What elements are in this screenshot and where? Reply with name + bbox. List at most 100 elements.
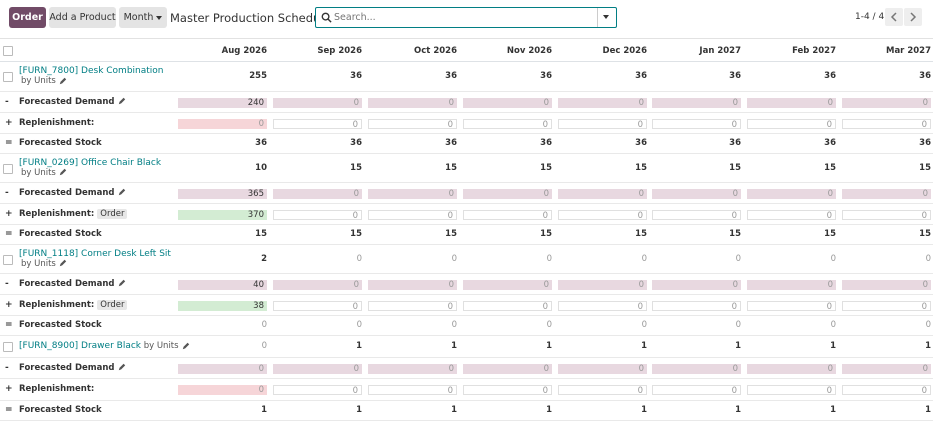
replenishment-input-cell[interactable]: 38 — [178, 300, 267, 311]
demand-input-cell[interactable]: 0 — [463, 97, 552, 108]
demand-input-cell[interactable]: 0 — [273, 363, 362, 374]
pencil-icon[interactable] — [118, 279, 126, 287]
demand-input-cell[interactable]: 40 — [178, 279, 267, 290]
search-icon — [321, 12, 332, 23]
product-checkbox[interactable] — [3, 254, 13, 265]
replenishment-input-cell[interactable]: 0 — [747, 118, 836, 130]
demand-input-cell[interactable]: 0 — [368, 97, 457, 108]
replenishment-input-cell[interactable]: 0 — [273, 385, 362, 396]
demand-input-cell[interactable]: 0 — [273, 188, 362, 199]
demand-input-cell[interactable]: 0 — [842, 97, 931, 108]
product-name-text[interactable]: [FURN_8900] Drawer Black — [19, 341, 141, 351]
forecasted-stock-cell: 0 — [735, 320, 741, 330]
pencil-icon[interactable] — [59, 259, 67, 267]
order-badge-button[interactable]: Order — [97, 208, 128, 219]
demand-input-cell[interactable]: 0 — [463, 363, 552, 374]
demand-input-cell[interactable]: 0 — [652, 97, 741, 108]
demand-input-cell[interactable]: 0 — [747, 279, 836, 290]
replenishment-input-cell[interactable]: 0 — [747, 385, 836, 396]
order-button[interactable]: Order — [9, 7, 46, 28]
demand-input-cell[interactable]: 0 — [368, 188, 457, 199]
product-name-link[interactable]: [FURN_7800] Desk Combination — [19, 66, 164, 76]
replenishment-input-cell[interactable]: 0 — [463, 385, 552, 396]
replenishment-input-cell[interactable]: 0 — [842, 118, 931, 130]
demand-input-cell[interactable]: 0 — [747, 188, 836, 199]
replenishment-input-cell[interactable]: 0 — [273, 118, 362, 130]
demand-input-cell[interactable]: 0 — [842, 363, 931, 374]
replenishment-input-cell[interactable]: 0 — [842, 385, 931, 396]
replenishment-input-cell[interactable]: 0 — [463, 300, 552, 312]
replenishment-input-cell[interactable]: 0 — [273, 300, 362, 312]
replenishment-input-cell[interactable]: 0 — [368, 300, 457, 312]
demand-input-cell[interactable]: 0 — [178, 363, 267, 374]
replenishment-input-cell[interactable]: 0 — [178, 385, 267, 395]
demand-input-cell[interactable]: 0 — [368, 363, 457, 374]
demand-input-cell[interactable]: 0 — [463, 188, 552, 199]
replenishment-input-cell[interactable]: 0 — [842, 300, 931, 312]
replenishment-input-cell[interactable]: 0 — [558, 385, 647, 396]
search-options-toggle[interactable] — [597, 8, 616, 27]
demand-input-cell[interactable]: 0 — [273, 279, 362, 290]
replenishment-input-cell[interactable]: 0 — [463, 118, 552, 130]
demand-input-cell[interactable]: 240 — [178, 97, 267, 108]
starting-inventory-cell: 0 — [735, 253, 741, 264]
search-input[interactable] — [334, 10, 594, 25]
forecasted-stock-cell: 15 — [919, 229, 931, 239]
demand-input-cell[interactable]: 0 — [463, 279, 552, 290]
replenishment-input-cell[interactable]: 0 — [652, 300, 741, 312]
order-badge-button[interactable]: Order — [97, 299, 128, 310]
product-checkbox[interactable] — [3, 163, 13, 174]
replenishment-input-cell[interactable]: 0 — [368, 209, 457, 221]
uom-label: by Units — [21, 258, 56, 269]
demand-input-cell[interactable]: 0 — [652, 188, 741, 199]
replenishment-input-cell[interactable]: 0 — [463, 209, 552, 221]
demand-input-cell[interactable]: 0 — [842, 279, 931, 290]
product-checkbox[interactable] — [3, 72, 13, 82]
product-checkbox[interactable] — [3, 342, 13, 352]
replenishment-input-cell[interactable]: 0 — [368, 385, 457, 396]
demand-input-cell[interactable]: 0 — [273, 97, 362, 108]
replenishment-input-cell[interactable]: 0 — [747, 300, 836, 312]
pencil-icon[interactable] — [59, 168, 67, 176]
replenishment-input-cell[interactable]: 0 — [558, 209, 647, 221]
demand-input-cell[interactable]: 0 — [842, 188, 931, 199]
pencil-icon[interactable] — [59, 77, 67, 85]
demand-input-cell[interactable]: 0 — [652, 279, 741, 290]
demand-input-cell[interactable]: 0 — [558, 363, 647, 374]
demand-input-cell[interactable]: 0 — [747, 97, 836, 108]
replenishment-input-cell[interactable]: 0 — [842, 209, 931, 221]
add-product-button[interactable]: Add a Product — [49, 7, 116, 28]
replenishment-input-cell[interactable]: 0 — [652, 118, 741, 130]
demand-input-cell[interactable]: 0 — [558, 188, 647, 199]
pencil-icon[interactable] — [118, 363, 126, 371]
replenishment-input-cell[interactable]: 0 — [273, 209, 362, 221]
pencil-icon[interactable] — [118, 188, 126, 196]
demand-input-cell[interactable]: 0 — [558, 279, 647, 290]
replenishment-input-cell[interactable]: 0 — [178, 118, 267, 129]
product-name-link[interactable]: [FURN_8900] Drawer Black by Units — [19, 341, 190, 351]
search-bar[interactable] — [315, 7, 617, 28]
replenishment-input-cell[interactable]: 0 — [747, 209, 836, 221]
replenishment-input-cell[interactable]: 370 — [178, 209, 267, 220]
demand-input-cell[interactable]: 365 — [178, 188, 267, 199]
replenishment-input-cell[interactable]: 0 — [368, 118, 457, 130]
select-all-checkbox[interactable] — [3, 46, 13, 56]
demand-input-cell[interactable]: 0 — [368, 279, 457, 290]
period-label: Month — [123, 12, 154, 23]
replenishment-input-cell[interactable]: 0 — [558, 118, 647, 130]
product-name-link[interactable]: [FURN_1118] Corner Desk Left Sit — [19, 248, 171, 259]
replenishment-input-cell[interactable]: 0 — [652, 385, 741, 396]
replenishment-input-cell[interactable]: 0 — [558, 300, 647, 312]
pager-value[interactable]: 1-4 / 4 — [855, 12, 885, 22]
pencil-icon[interactable] — [118, 97, 126, 105]
pager-previous-button[interactable] — [885, 8, 903, 26]
replenishment-input-cell[interactable]: 0 — [652, 209, 741, 221]
pencil-icon[interactable] — [182, 342, 190, 350]
demand-input-cell[interactable]: 0 — [652, 363, 741, 374]
demand-input-cell[interactable]: 0 — [747, 363, 836, 374]
period-dropdown[interactable]: Month — [119, 7, 167, 28]
demand-input-cell[interactable]: 0 — [558, 97, 647, 108]
product-name-link[interactable]: [FURN_0269] Office Chair Black — [19, 157, 162, 168]
pager-next-button[interactable] — [904, 8, 922, 26]
table-row: [FURN_1118] Corner Desk Left Sit by Units… — [0, 245, 933, 274]
